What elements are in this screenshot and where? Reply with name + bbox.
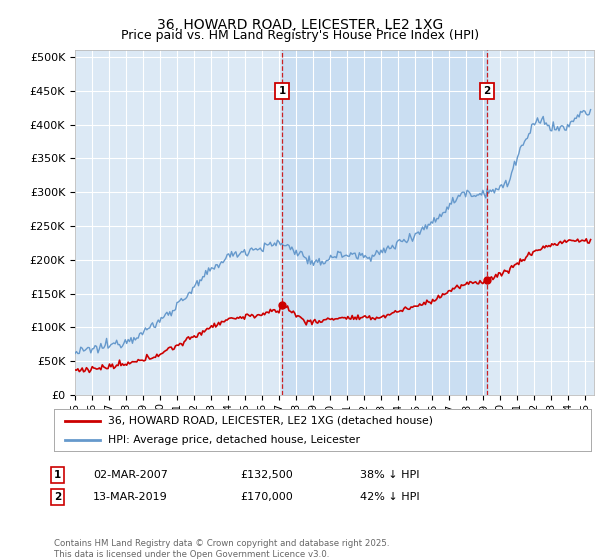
Text: Contains HM Land Registry data © Crown copyright and database right 2025.
This d: Contains HM Land Registry data © Crown c…: [54, 539, 389, 559]
Text: Price paid vs. HM Land Registry's House Price Index (HPI): Price paid vs. HM Land Registry's House …: [121, 29, 479, 42]
Text: 2: 2: [54, 492, 61, 502]
Text: 38% ↓ HPI: 38% ↓ HPI: [360, 470, 419, 480]
Text: 36, HOWARD ROAD, LEICESTER, LE2 1XG (detached house): 36, HOWARD ROAD, LEICESTER, LE2 1XG (det…: [108, 416, 433, 426]
Text: £170,000: £170,000: [240, 492, 293, 502]
Bar: [282, 50, 487, 395]
Text: HPI: Average price, detached house, Leicester: HPI: Average price, detached house, Leic…: [108, 435, 360, 445]
Text: 13-MAR-2019: 13-MAR-2019: [93, 492, 168, 502]
Text: 36, HOWARD ROAD, LEICESTER, LE2 1XG: 36, HOWARD ROAD, LEICESTER, LE2 1XG: [157, 18, 443, 32]
Text: 1: 1: [54, 470, 61, 480]
Text: 2: 2: [483, 86, 490, 96]
Text: 1: 1: [278, 86, 286, 96]
Text: 02-MAR-2007: 02-MAR-2007: [93, 470, 168, 480]
Text: 42% ↓ HPI: 42% ↓ HPI: [360, 492, 419, 502]
Text: £132,500: £132,500: [240, 470, 293, 480]
